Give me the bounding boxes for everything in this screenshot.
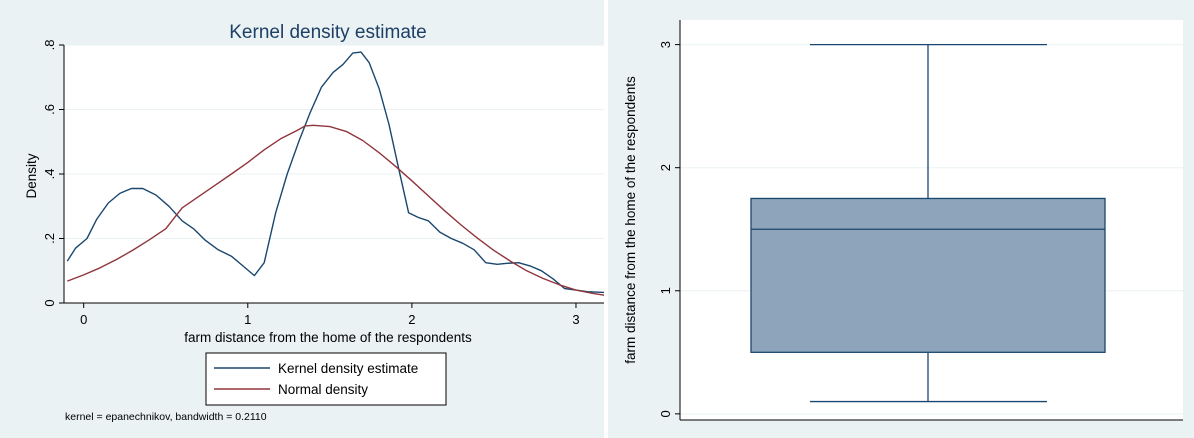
kde-y-tick-label: .2 — [42, 233, 57, 244]
kde-legend: Kernel density estimate Normal density — [205, 352, 447, 406]
legend-label-kde: Kernel density estimate — [278, 361, 418, 376]
boxplot-y-tick-label: 0 — [658, 410, 673, 417]
kde-y-tick-label: .4 — [42, 169, 57, 180]
boxplot-shape — [750, 43, 1106, 403]
kde-y-axis-label: Density — [24, 153, 39, 198]
kde-kernel-note: kernel = epanechnikov, bandwidth = 0.211… — [65, 411, 267, 423]
kde-x-axis: 0 1 2 3 — [64, 302, 617, 327]
kde-y-tick-label: .6 — [42, 104, 57, 115]
boxplot-y-tick-label: 1 — [658, 287, 673, 294]
kde-series-lines — [66, 51, 609, 297]
kde-x-tick-label: 3 — [572, 312, 579, 327]
kde-chart-title: Kernel density estimate — [229, 22, 427, 43]
panel-divider — [604, 0, 608, 438]
boxplot-y-axis: 0 1 2 3 — [658, 20, 1183, 421]
boxplot-y-tick-label: 3 — [658, 41, 673, 48]
kde-x-axis-label: farm distance from the home of the respo… — [184, 330, 472, 345]
kde-y-axis: 0 .2 .4 .6 .8 — [42, 40, 65, 307]
legend-label-normal: Normal density — [278, 382, 368, 397]
kde-y-tick-label: 0 — [42, 299, 57, 306]
kde-x-tick-label: 0 — [80, 312, 87, 327]
kde-x-tick-label: 1 — [244, 312, 251, 327]
kde-density-line — [66, 51, 609, 294]
legend-box — [205, 352, 447, 406]
boxplot-box — [750, 197, 1106, 353]
kde-x-tick-label: 2 — [408, 312, 415, 327]
kde-chart-panel: Kernel density estimate 0 .2 .4 .6 .8 0 1 2 3 f… — [0, 0, 617, 438]
boxplot-y-axis-label: farm distance from the home of the respo… — [623, 76, 638, 364]
boxplot-y-tick-label: 2 — [658, 164, 673, 171]
normal-density-line — [67, 124, 609, 297]
kde-y-tick-label: .8 — [42, 40, 57, 51]
boxplot-panel: 0 1 2 3 farm distance from the home of the … — [608, 0, 1194, 438]
